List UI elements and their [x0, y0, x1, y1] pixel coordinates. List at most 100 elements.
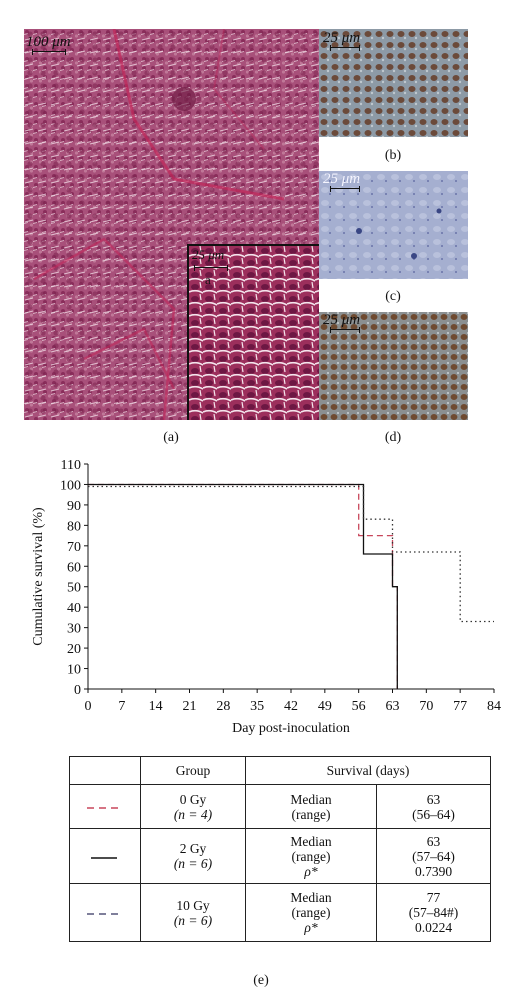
scale-bar-a	[32, 49, 66, 55]
y-tick-label: 40	[67, 601, 81, 616]
y-tick-label: 100	[60, 478, 81, 493]
group-label: 10 Gy	[176, 897, 210, 913]
scale-unit: μm	[341, 30, 361, 46]
stat-value: 63	[426, 833, 441, 849]
header-survival: Survival (days)	[245, 756, 491, 785]
legend-swatch-cell	[69, 784, 141, 829]
legend-swatch-cell	[69, 828, 141, 884]
x-tick-label: 14	[149, 699, 163, 714]
x-tick-label: 70	[419, 699, 433, 714]
legend-line-0gy	[87, 807, 123, 809]
scale-bar-b	[330, 45, 360, 51]
panel-label-b: (b)	[384, 148, 402, 163]
group-n: (n = 4)	[173, 806, 213, 822]
stat-label: ρ*	[304, 863, 318, 879]
table-header-row: Group Survival (days)	[69, 756, 491, 785]
inset-texture	[189, 246, 319, 420]
header-blank-cell	[69, 756, 141, 785]
y-tick-label: 70	[67, 540, 81, 555]
survival-curve-dashed	[88, 483, 398, 689]
scale-unit: μm	[341, 312, 361, 328]
x-tick-label: 56	[352, 699, 366, 714]
x-tick-label: 0	[85, 699, 92, 714]
y-tick-label: 20	[67, 642, 81, 657]
legend-line-2gy	[91, 856, 117, 859]
scale-bar-c	[330, 186, 360, 192]
legend-line-10gy	[87, 913, 123, 915]
group-cell: 10 Gy (n = 6)	[140, 883, 246, 942]
stat-label: Median	[290, 791, 332, 807]
scale-unit: μm	[341, 171, 361, 187]
x-tick-label: 7	[118, 699, 125, 714]
group-n: (n = 6)	[173, 856, 213, 871]
group-n: (n = 6)	[173, 912, 213, 928]
scale-bar-d	[330, 327, 360, 333]
group-label: 2 Gy	[179, 841, 207, 856]
y-tick-label: 90	[67, 499, 81, 514]
group-label: 0 Gy	[179, 791, 207, 807]
stat-value: 0.7390	[414, 863, 453, 879]
x-tick-label: 42	[284, 699, 298, 714]
stat-label: (range)	[291, 806, 331, 822]
x-tick-label: 84	[487, 699, 501, 714]
stat-label: (range)	[291, 905, 331, 920]
scale-label-c: 25 μm	[323, 171, 360, 188]
y-tick-label: 60	[67, 560, 81, 575]
table-row: 10 Gy (n = 6) Median (range) ρ* 77 (57–84#) 0…	[69, 883, 491, 942]
x-tick-label: 28	[216, 699, 230, 714]
table-row: 2 Gy (n = 6) Median (range) ρ* 63 (57–64) 0.7…	[69, 828, 491, 884]
y-tick-label: 80	[67, 519, 81, 534]
stat-label: Median	[290, 890, 332, 905]
scale-label-d: 25 μm	[323, 312, 360, 329]
table-row: 0 Gy (n = 4) Median (range) 63 (56–64)	[69, 784, 491, 829]
x-axis-label: Day post-inoculation	[232, 721, 350, 736]
scale-value: 25	[323, 171, 338, 187]
y-tick-label: 30	[67, 622, 81, 637]
panel-label-c: (c)	[385, 289, 401, 304]
panel-label-e: (e)	[253, 973, 269, 988]
scale-unit: μm	[52, 34, 71, 50]
stat-label: ρ*	[304, 920, 318, 935]
he-stain-texture	[24, 29, 319, 420]
survival-curve-dotted	[88, 485, 494, 623]
stat-labels-cell: Median (range) ρ*	[245, 828, 377, 884]
scale-label-b: 25 μm	[323, 30, 360, 47]
stat-value: 77	[426, 890, 441, 905]
x-tick-label: 49	[318, 699, 332, 714]
scale-value: 25	[323, 30, 338, 46]
stat-value: (57–84#)	[408, 905, 459, 920]
ihc-texture-d	[319, 312, 468, 420]
legend-swatch-cell	[69, 883, 141, 942]
stat-values-cell: 63 (56–64)	[376, 784, 491, 829]
ihc-texture-c	[319, 171, 468, 279]
survival-table: Group Survival (days) 0 Gy (n = 4) Median…	[69, 756, 491, 942]
micrograph-c	[319, 171, 468, 279]
y-tick-label: 50	[67, 581, 81, 596]
panel-label-d: (d)	[384, 430, 402, 445]
panel-label-a: (a)	[163, 430, 179, 445]
group-cell: 0 Gy (n = 4)	[140, 784, 246, 829]
scale-label-a: 100 μm	[26, 34, 71, 51]
y-tick-label: 10	[67, 663, 81, 678]
micrograph-d	[319, 312, 468, 420]
stat-value: (56–64)	[412, 806, 455, 822]
micrograph-a-inset	[187, 244, 319, 420]
stat-labels-cell: Median (range) ρ*	[245, 883, 377, 942]
x-tick-label: 35	[250, 699, 264, 714]
inset-letter: a	[205, 272, 211, 287]
stat-value: 0.0224	[414, 920, 453, 935]
y-axis-label: Cumulative survival (%)	[31, 507, 46, 646]
stat-labels-cell: Median (range)	[245, 784, 377, 829]
group-cell: 2 Gy (n = 6)	[140, 828, 246, 884]
stat-values-cell: 63 (57–64) 0.7390	[376, 828, 491, 884]
scale-unit: μm	[208, 247, 225, 262]
scale-value: 25	[323, 312, 338, 328]
x-tick-label: 77	[453, 699, 467, 714]
scale-bar-a-inset	[194, 265, 228, 271]
stat-value: 63	[426, 791, 441, 807]
stat-label: (range)	[291, 848, 331, 864]
scale-label-a-inset: 25 μm	[192, 247, 224, 263]
x-tick-label: 63	[386, 699, 400, 714]
stat-values-cell: 77 (57–84#) 0.0224	[376, 883, 491, 942]
y-tick-label: 0	[74, 683, 81, 698]
